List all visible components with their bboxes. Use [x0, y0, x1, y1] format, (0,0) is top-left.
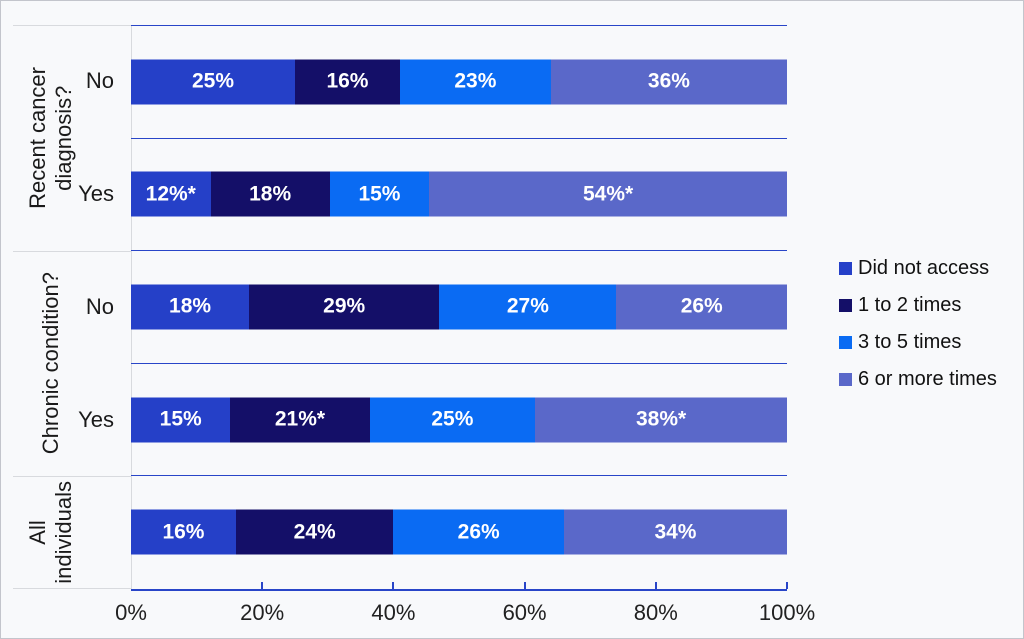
category-divider-line	[13, 250, 131, 252]
bar-value-label: 36%	[647, 69, 690, 93]
legend-label: 1 to 2 times	[858, 294, 962, 316]
row-label-text: No	[85, 293, 114, 319]
bar-band: 18% 29% 27% 26%	[131, 250, 787, 363]
legend-item-6-or-more-times: 6 or more times	[839, 361, 997, 398]
plot-area: 25% 16% 23% 36% 12%* 18% 15% 54%* 18% 29…	[131, 25, 788, 591]
row-label-cancer-yes: Yes	[13, 138, 114, 251]
bar-value-label: 27%	[506, 294, 549, 318]
legend-item-1-to-2-times: 1 to 2 times	[839, 287, 997, 324]
bar-segment-1-to-2-times: 18%	[210, 171, 330, 217]
x-axis-tick	[392, 582, 395, 589]
bar-segment-1-to-2-times: 21%*	[230, 397, 370, 443]
legend-label: Did not access	[858, 257, 990, 279]
row-label-cancer-no: No	[13, 25, 114, 138]
row-label-text: Yes	[78, 181, 114, 207]
x-axis-tick-label: 40%	[371, 600, 416, 625]
bar-value-label: 54%*	[582, 182, 634, 206]
bar-value-label: 12%*	[145, 182, 196, 206]
x-axis-tick	[261, 582, 264, 589]
bar-segment-6-or-more: 26%	[616, 284, 787, 330]
stacked-bar-cancer-yes: 12%* 18% 15% 54%*	[131, 171, 787, 217]
stacked-bar-chronic-no: 18% 29% 27% 26%	[131, 284, 787, 330]
bar-band: 16% 24% 26% 34%	[131, 475, 787, 588]
stacked-bar-cancer-no: 25% 16% 23% 36%	[131, 59, 787, 105]
bar-segment-6-or-more: 38%*	[535, 397, 787, 443]
bar-value-label: 15%	[358, 182, 401, 206]
x-axis-tick	[523, 582, 526, 589]
bar-segment-6-or-more: 36%	[550, 59, 787, 105]
bar-value-label: 18%	[249, 182, 292, 206]
bar-segment-did-not-access: 25%	[131, 59, 295, 105]
row-label-chronic-no: No	[13, 251, 114, 364]
legend-swatch-icon	[839, 373, 852, 386]
bar-segment-3-to-5-times: 26%	[393, 509, 564, 555]
bar-segment-did-not-access: 18%	[131, 284, 250, 330]
bar-value-label: 23%	[454, 69, 497, 93]
bar-value-label: 29%	[323, 294, 366, 318]
category-divider-line	[13, 476, 131, 478]
bar-value-label: 24%	[293, 520, 336, 544]
legend-label: 3 to 5 times	[858, 331, 962, 353]
group-label-text: All individuals	[25, 481, 76, 584]
x-axis-tick-label: 80%	[633, 600, 678, 625]
bar-segment-1-to-2-times: 16%	[295, 59, 400, 105]
bar-segment-did-not-access: 16%	[131, 509, 236, 555]
legend-item-did-not-access: Did not access	[839, 250, 997, 287]
stacked-bar-all-individuals: 16% 24% 26% 34%	[131, 509, 787, 555]
stacked-bar-chronic-yes: 15% 21%* 25% 38%*	[131, 397, 787, 443]
row-label-text: Yes	[78, 406, 114, 432]
bar-value-label: 34%	[654, 520, 697, 544]
legend-label: 6 or more times	[858, 368, 997, 390]
row-label-text: No	[85, 68, 114, 94]
bar-value-label: 25%	[191, 69, 235, 93]
bar-segment-3-to-5-times: 23%	[399, 59, 551, 105]
category-divider-line	[13, 588, 131, 589]
bar-segment-3-to-5-times: 27%	[439, 284, 617, 330]
legend-swatch-icon	[839, 299, 852, 312]
bar-segment-did-not-access: 15%	[131, 397, 231, 443]
x-axis-tick-label: 20%	[240, 600, 285, 625]
bar-segment-did-not-access: 12%*	[131, 171, 211, 217]
group-label-all-individuals: All individuals	[21, 476, 81, 589]
legend: Did not access 1 to 2 times 3 to 5 times…	[839, 250, 997, 398]
category-divider-line	[13, 25, 131, 26]
bar-band: 15% 21%* 25% 38%*	[131, 362, 787, 476]
bar-value-label: 26%	[680, 294, 723, 318]
legend-swatch-icon	[839, 336, 852, 349]
bar-segment-6-or-more: 34%	[563, 509, 787, 555]
bar-segment-1-to-2-times: 29%	[249, 284, 440, 330]
bar-segment-1-to-2-times: 24%	[235, 509, 394, 555]
bar-band: 25% 16% 23% 36%	[131, 25, 787, 138]
bar-segment-3-to-5-times: 25%	[369, 397, 536, 443]
bar-value-label: 25%	[431, 407, 474, 431]
x-axis-tick-label: 60%	[502, 600, 547, 625]
bar-value-label: 18%	[169, 294, 212, 318]
legend-swatch-icon	[839, 262, 852, 275]
bar-value-label: 15%	[159, 407, 202, 431]
x-axis-tick-label: 100%	[758, 600, 816, 625]
bar-value-label: 16%	[162, 520, 205, 544]
x-axis-tick	[786, 582, 788, 589]
bar-value-label: 38%*	[636, 407, 687, 431]
legend-item-3-to-5-times: 3 to 5 times	[839, 324, 997, 361]
bar-value-label: 26%	[457, 520, 500, 544]
bar-value-label: 21%*	[274, 407, 326, 431]
x-axis-labels: 0% 20% 40% 60% 80% 100%	[115, 600, 815, 628]
bar-value-label: 16%	[326, 69, 369, 93]
bar-segment-3-to-5-times: 15%	[329, 171, 430, 217]
row-label-chronic-yes: Yes	[13, 363, 114, 476]
x-axis-tick-label: 0%	[115, 600, 147, 625]
bar-segment-6-or-more: 54%*	[429, 171, 787, 217]
bar-band: 12%* 18% 15% 54%*	[131, 137, 787, 251]
x-axis-tick	[654, 582, 657, 589]
